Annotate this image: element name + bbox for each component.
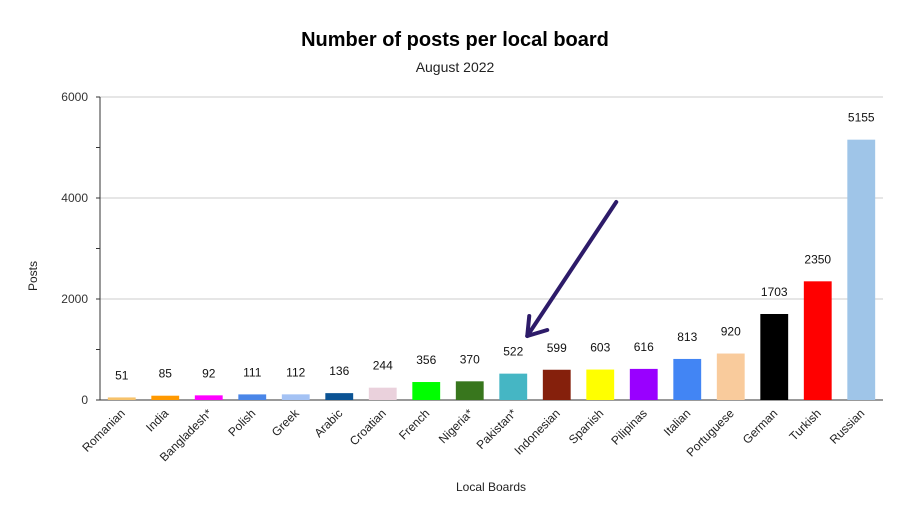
data-label: 370 (460, 352, 480, 366)
category-label: Pakistan* (474, 406, 520, 452)
category-label: Greek (269, 406, 303, 440)
bar (281, 394, 310, 400)
grid-lines (100, 96, 883, 300)
category-label: Nigeria* (436, 406, 476, 446)
annotation (525, 200, 619, 338)
bar (803, 281, 832, 400)
category-label: Polish (225, 406, 258, 439)
chart-title: Number of posts per local board (301, 29, 609, 51)
data-label: 1703 (761, 285, 788, 299)
bar (586, 369, 615, 400)
category-label: Portuguese (684, 406, 738, 460)
category-label: Croatian (347, 406, 389, 448)
category-label: Spanish (566, 406, 607, 447)
data-label: 920 (721, 325, 741, 339)
category-label: Pilipinas (608, 406, 650, 448)
data-label: 2350 (804, 252, 831, 266)
bar (629, 368, 658, 400)
category-label: Indonesian (511, 406, 562, 457)
y-tick-label: 4000 (61, 191, 88, 205)
data-label: 616 (634, 340, 654, 354)
category-label: Turkish (786, 406, 823, 443)
data-label: 603 (590, 341, 610, 355)
data-label: 522 (503, 345, 523, 359)
data-label: 85 (159, 367, 173, 381)
x-axis-label: Local Boards (456, 480, 526, 494)
bar (238, 394, 267, 400)
category-label: Russian (827, 406, 868, 447)
data-label: 813 (677, 330, 697, 344)
data-label: 356 (416, 353, 436, 367)
bar (194, 395, 223, 400)
bar (716, 353, 745, 400)
data-label: 111 (243, 365, 262, 379)
data-label: 244 (373, 359, 393, 373)
y-axis-label: Posts (26, 261, 40, 291)
bars (107, 139, 876, 401)
category-label: Romanian (79, 406, 128, 455)
category-label: Italian (661, 406, 694, 439)
data-label: 5155 (848, 111, 875, 125)
category-label: German (740, 406, 781, 447)
arrow-head (525, 314, 550, 338)
y-tick-label: 2000 (61, 292, 88, 306)
bar (542, 369, 571, 400)
data-label: 136 (329, 364, 349, 378)
bar (151, 395, 180, 400)
data-label: 112 (286, 365, 305, 379)
category-label: India (143, 406, 172, 435)
bar (455, 381, 484, 400)
data-label: 599 (547, 341, 567, 355)
data-label: 92 (202, 366, 216, 380)
arrow-shaft (525, 200, 619, 338)
y-tick-label: 0 (81, 393, 88, 407)
y-tick-label: 6000 (61, 90, 88, 104)
bar (847, 139, 876, 401)
data-labels: 51 85 92 111 112 136 244 356 370 522 599 603 616 813 9… (115, 111, 875, 383)
category-label: Arabic (311, 406, 345, 440)
bar (673, 358, 702, 400)
bar (499, 373, 528, 400)
data-label: 51 (115, 368, 129, 382)
bar (107, 397, 136, 400)
category-label: French (396, 406, 432, 442)
bar (760, 313, 789, 400)
bar (412, 382, 441, 400)
chart-subtitle: August 2022 (416, 59, 495, 75)
y-axis-ticks: 0 2000 4000 6000 (61, 90, 883, 407)
bar (368, 387, 397, 400)
bar (325, 393, 354, 400)
